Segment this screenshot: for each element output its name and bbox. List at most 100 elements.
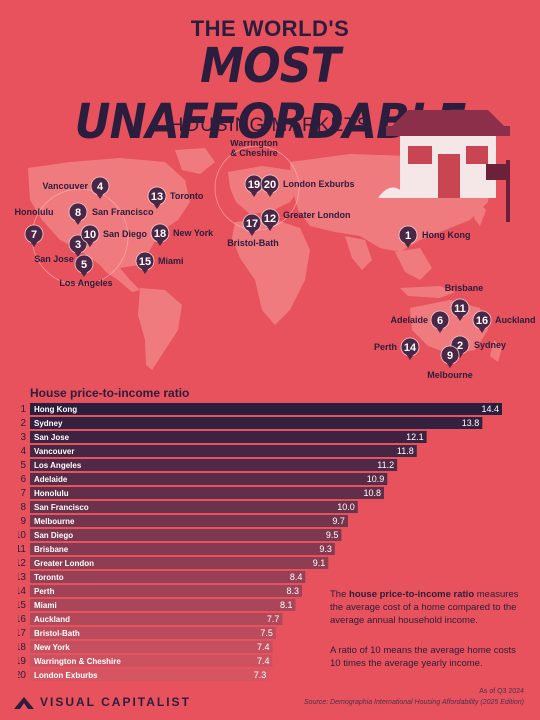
bar — [30, 403, 502, 415]
bar-category-label: Honolulu — [34, 489, 69, 498]
map-pin-rank: 19 — [248, 179, 260, 191]
map-pin: 9 Melbourne — [427, 345, 473, 380]
bar-rank: 13 — [18, 572, 26, 583]
map-pin-tip — [30, 241, 38, 247]
bar — [30, 445, 417, 457]
bar-rank: 7 — [20, 488, 26, 499]
bar-value-label: 9.5 — [326, 530, 339, 540]
map-pin-rank: 9 — [447, 350, 453, 362]
map-pin-tip — [406, 354, 414, 360]
title-subtitle: HOUSING MARKETS — [169, 115, 371, 136]
map-pin-label: Perth — [374, 342, 397, 352]
map-pin: 19 Warrington& Cheshire — [230, 140, 278, 197]
bar-value-label: 10.0 — [337, 502, 355, 512]
note-definition-bold: house price-to-income ratio — [349, 589, 475, 600]
bar-category-label: San Diego — [34, 531, 73, 540]
map-pin-label: Sydney — [474, 340, 506, 350]
bar-rank: 18 — [18, 642, 26, 653]
map-pin: 11 Brisbane — [445, 283, 483, 321]
bar-value-label: 8.4 — [290, 572, 303, 582]
house-illustration — [378, 110, 510, 222]
bar-value-label: 9.7 — [332, 516, 345, 526]
map-pin: 10 San Diego — [80, 224, 148, 247]
map-pin: 15 Miami — [135, 251, 184, 274]
map-pin: 13 Toronto — [147, 186, 204, 209]
bar — [30, 571, 306, 583]
map-pin-tip — [74, 219, 82, 225]
map-pin-rank: 4 — [97, 181, 104, 193]
map-pin-label: Melbourne — [427, 370, 473, 380]
map-pin-label: San Jose — [34, 254, 74, 264]
data-date: As of Q3 2024 — [479, 688, 524, 695]
bar-rank: 1 — [20, 404, 26, 415]
bar-rank: 8 — [20, 502, 26, 513]
bar — [30, 669, 270, 681]
map-pin-label: & Cheshire — [230, 148, 278, 158]
map-pin-tip — [248, 230, 256, 236]
map-pin: 16 Auckland — [472, 310, 536, 333]
map-pin-rank: 8 — [75, 207, 81, 219]
note-definition-pre: The — [330, 589, 350, 600]
bar-value-label: 8.3 — [287, 586, 300, 596]
map-pin-rank: 16 — [476, 315, 488, 327]
map-pin-label: London Exburbs — [283, 179, 355, 189]
bar-category-label: Greater London — [34, 559, 94, 568]
bar — [30, 459, 398, 471]
map-pin-label: Greater London — [283, 210, 351, 220]
map-pin: 17 Bristol-Bath — [227, 213, 279, 248]
map-pin-tip — [86, 241, 94, 247]
map-pin-tip — [446, 362, 454, 368]
bar-rank: 15 — [18, 600, 26, 611]
note-definition: The house price-to-income ratio measures… — [330, 588, 525, 627]
bar-category-label: Melbourne — [34, 517, 75, 526]
map-pin-rank: 7 — [31, 229, 37, 241]
bar-value-label: 10.9 — [367, 474, 385, 484]
bar-value-label: 7.7 — [267, 614, 280, 624]
map-pin-tip — [250, 191, 258, 197]
map-pin-rank: 20 — [264, 179, 276, 191]
bar-category-label: Hong Kong — [34, 405, 77, 414]
bar-value-label: 9.3 — [319, 544, 332, 554]
map-pin: 5 Los Angeles — [59, 254, 113, 288]
map-pin-tip — [153, 203, 161, 209]
map-pin-rank: 1 — [405, 230, 411, 242]
note-definition-post: measures the average cost of a home comp… — [330, 589, 519, 626]
bar-value-label: 7.4 — [257, 656, 270, 666]
bar-category-label: Adelaide — [34, 475, 68, 484]
map-pin-rank: 11 — [454, 303, 466, 315]
bar-value-label: 7.5 — [260, 628, 273, 638]
bar — [30, 417, 483, 429]
bar — [30, 543, 335, 555]
bar-rank: 5 — [20, 460, 26, 471]
map-pin: 14 Perth — [374, 337, 420, 360]
map-pin: 1 Hong Kong — [398, 225, 471, 248]
map-pin-tip — [404, 242, 412, 248]
map-pin-rank: 12 — [264, 213, 276, 225]
bar-value-label: 10.8 — [363, 488, 381, 498]
map-pin: 12 Greater London — [260, 208, 351, 231]
bar-rank: 17 — [18, 628, 26, 639]
map-pin-label: Hong Kong — [422, 230, 471, 240]
bar-rank: 9 — [20, 516, 26, 527]
map-pin-label: San Diego — [103, 229, 148, 239]
map-pin-label: Toronto — [170, 191, 204, 201]
bar-rank: 4 — [20, 446, 26, 457]
bar-category-label: New York — [34, 643, 70, 652]
map-pin-rank: 18 — [154, 228, 166, 240]
map-pin-label: Vancouver — [42, 181, 88, 191]
map-pin-tip — [266, 191, 274, 197]
bar — [30, 431, 427, 443]
map-pin-rank: 2 — [457, 340, 463, 352]
map-pin-rank: 13 — [151, 191, 163, 203]
bar-category-label: Brisbane — [34, 545, 69, 554]
map-pin-rank: 5 — [81, 259, 87, 271]
bar-rank: 3 — [20, 432, 26, 443]
map-pin-rank: 14 — [404, 342, 417, 354]
bar-category-label: Miami — [34, 601, 57, 610]
bar — [30, 599, 296, 611]
map-pin-label: New York — [173, 228, 214, 238]
map-pin-rank: 17 — [246, 218, 258, 230]
bar-value-label: 11.8 — [397, 446, 414, 456]
bar-category-label: Warrington & Cheshire — [34, 657, 121, 666]
bar — [30, 557, 329, 569]
